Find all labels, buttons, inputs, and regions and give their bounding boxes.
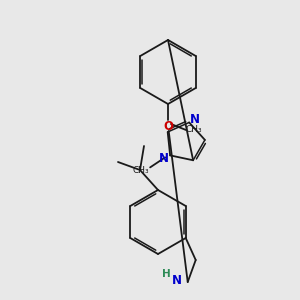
Text: N: N — [190, 113, 200, 126]
Text: H: H — [162, 269, 171, 279]
Text: CH₃: CH₃ — [186, 125, 202, 134]
Text: N: N — [159, 152, 169, 165]
Text: N: N — [172, 274, 182, 286]
Text: O: O — [163, 119, 173, 133]
Text: CH₃: CH₃ — [133, 166, 149, 175]
